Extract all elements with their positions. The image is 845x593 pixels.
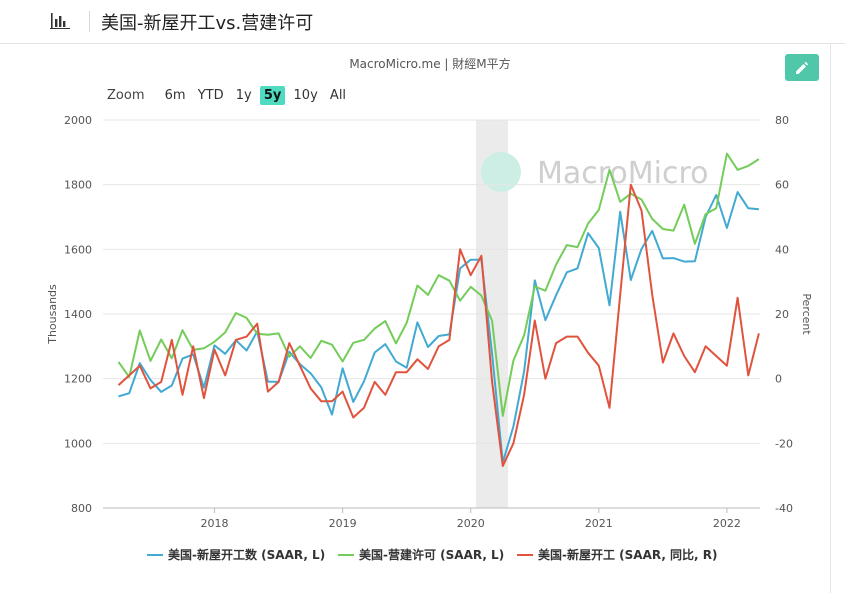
watermark: MacroMicro: [481, 152, 709, 192]
chart-panel: [0, 44, 830, 593]
zoom-all-button[interactable]: All: [329, 88, 347, 103]
series-line-permits: [117, 152, 760, 417]
zoom-10y-button[interactable]: 10y: [293, 88, 318, 103]
y-right-axis-title: Percent: [800, 293, 813, 335]
panel-border: [830, 44, 831, 593]
watermark-logo-icon: [481, 152, 521, 192]
y-right-tick-label: 60: [775, 179, 789, 192]
edit-button[interactable]: [785, 54, 819, 81]
source-label: MacroMicro.me | 財經M平方: [349, 57, 511, 71]
zoom-6m-button[interactable]: 6m: [164, 88, 186, 103]
header-divider: [89, 11, 90, 32]
y-left-tick-label: 2000: [64, 114, 92, 127]
y-left-tick-label: 1600: [64, 243, 92, 256]
y-left-axis-title: Thousands: [46, 284, 59, 345]
y-right-tick-label: -20: [775, 437, 793, 450]
legend-item-permits[interactable]: 美国-营建许可 (SAAR, L): [338, 546, 504, 563]
legend-label-yoy: 美国-新屋开工 (SAAR, 同比, R): [538, 548, 718, 562]
y-left-tick-label: 800: [71, 502, 92, 515]
y-right-tick-label: 80: [775, 114, 789, 127]
pencil-icon: [796, 61, 809, 74]
header-bar: 美国-新屋开工vs.营建许可: [0, 0, 845, 44]
zoom-5y-button[interactable]: 5y: [259, 86, 286, 105]
zoom-1y-button[interactable]: 1y: [235, 88, 252, 103]
chart-legend: 美国-新屋开工数 (SAAR, L) 美国-营建许可 (SAAR, L) 美国-…: [0, 546, 845, 566]
x-tick-label: 2020: [457, 517, 485, 530]
legend-label-permits: 美国-营建许可 (SAAR, L): [359, 548, 505, 562]
legend-swatch-permits: [338, 553, 354, 556]
legend-swatch-starts: [147, 553, 163, 556]
y-left-tick-label: 1400: [64, 308, 92, 321]
x-tick-label: 2019: [329, 517, 357, 530]
x-tick-label: 2018: [201, 517, 229, 530]
y-left-tick-label: 1000: [64, 437, 92, 450]
y-left-tick-label: 1800: [64, 179, 92, 192]
series-line-starts: [118, 191, 759, 464]
zoom-controls: Zoom 6m YTD 1y 5y 10y All: [107, 86, 350, 105]
zoom-label: Zoom: [107, 88, 145, 103]
x-tick-label: 2021: [585, 517, 613, 530]
watermark-text: MacroMicro: [537, 156, 709, 191]
legend-item-yoy[interactable]: 美国-新屋开工 (SAAR, 同比, R): [517, 546, 718, 563]
legend-swatch-yoy: [517, 553, 533, 556]
bar-chart-icon[interactable]: [50, 13, 70, 29]
y-right-tick-label: 40: [775, 243, 789, 256]
x-tick-label: 2022: [713, 517, 741, 530]
y-right-tick-label: 20: [775, 308, 789, 321]
y-right-tick-label: 0: [775, 373, 782, 386]
zoom-ytd-button[interactable]: YTD: [197, 88, 224, 103]
legend-item-starts[interactable]: 美国-新屋开工数 (SAAR, L): [147, 546, 325, 563]
series-line-yoy: [117, 183, 760, 467]
y-left-tick-label: 1200: [64, 373, 92, 386]
y-right-tick-label: -40: [775, 502, 793, 515]
legend-label-starts: 美国-新屋开工数 (SAAR, L): [168, 548, 326, 562]
page-title: 美国-新屋开工vs.营建许可: [101, 13, 314, 34]
